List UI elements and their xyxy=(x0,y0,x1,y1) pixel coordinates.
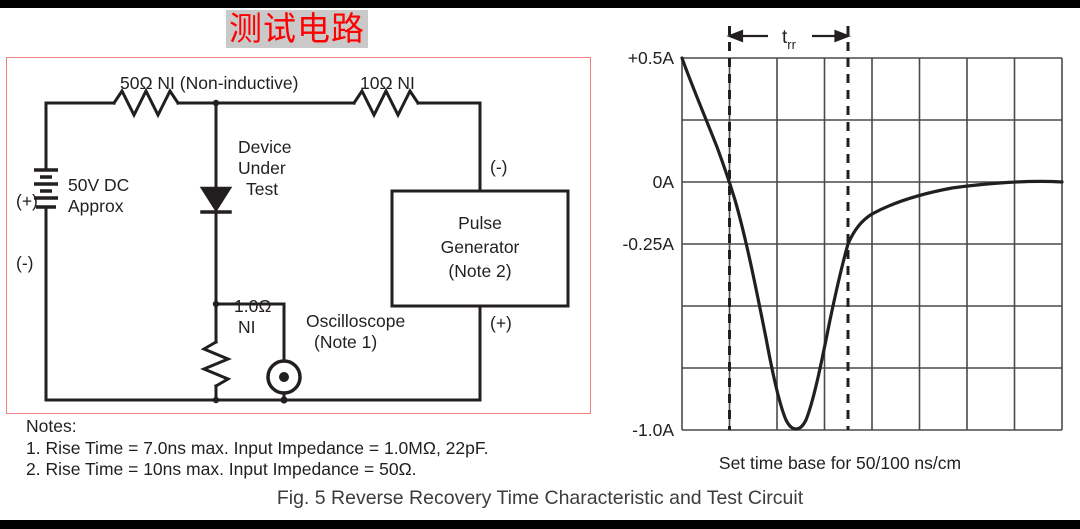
label-resistor-10: 10Ω NI xyxy=(360,73,415,93)
trr-label: trr xyxy=(782,27,797,52)
trr-label-subscript: rr xyxy=(787,37,796,52)
label-dut-line1: Device xyxy=(238,137,292,157)
notes-heading: Notes: xyxy=(26,416,77,436)
label-r1-line2: NI xyxy=(238,317,256,337)
figure-caption: Fig. 5 Reverse Recovery Time Characteris… xyxy=(276,487,804,509)
battery-symbol xyxy=(34,168,58,209)
waveform-caption: Set time base for 50/100 ns/cm xyxy=(718,453,962,473)
label-battery-plus: (+) xyxy=(16,191,38,211)
ytick-label-0: +0.5A xyxy=(628,48,675,68)
ytick-label-1: 0A xyxy=(653,172,675,192)
label-pulse-plus: (+) xyxy=(490,313,512,333)
label-dut-line3: Test xyxy=(246,179,278,199)
label-scope-line1: Oscilloscope xyxy=(306,311,405,331)
resistor-1ohm-symbol xyxy=(200,339,232,389)
page-title: 测试电路 xyxy=(226,9,368,49)
label-resistor-50: 50Ω NI (Non-inductive) xyxy=(120,73,298,93)
label-pulse-line1: Pulse xyxy=(458,213,502,233)
trr-marker-lines xyxy=(728,26,850,430)
resistor-50-symbol xyxy=(111,87,181,119)
notes-block: Notes: 1. Rise Time = 7.0ns max. Input I… xyxy=(26,416,566,481)
label-battery-minus: (-) xyxy=(16,253,33,273)
note-item-2: 2. Rise Time = 10ns max. Input Impedance… xyxy=(26,459,417,479)
trr-dimension-arrow xyxy=(726,29,852,43)
oscilloscope-connector-icon xyxy=(266,359,302,395)
label-battery-line2: Approx xyxy=(68,196,124,216)
label-dut-line2: Under xyxy=(238,158,286,178)
ytick-label-2: -0.25A xyxy=(622,234,674,254)
note-item-1: 1. Rise Time = 7.0ns max. Input Impedanc… xyxy=(26,437,489,458)
junction-dots xyxy=(212,99,288,404)
label-pulse-minus: (-) xyxy=(490,157,507,177)
trr-label-main: t xyxy=(782,27,788,48)
reverse-recovery-waveform-chart: trr +0.5A 0A -0.25A -1.0A xyxy=(622,26,1064,440)
diode-triangle xyxy=(199,186,233,213)
resistor-10-symbol xyxy=(351,87,421,119)
label-r1-line1: 1.0Ω xyxy=(234,296,271,316)
page-title-text: 测试电路 xyxy=(226,10,368,48)
diode-current-curve xyxy=(680,56,1064,431)
label-pulse-line2: Generator xyxy=(441,237,520,257)
circuit-panel-border xyxy=(6,57,591,414)
test-circuit-diagram: 50Ω NI (Non-inductive) 10Ω NI Device Und… xyxy=(16,73,570,404)
label-pulse-line3: (Note 2) xyxy=(448,261,511,281)
label-battery-line1: 50V DC xyxy=(68,175,129,195)
label-scope-line2: (Note 1) xyxy=(314,332,377,352)
ytick-label-3: -1.0A xyxy=(632,420,674,440)
chart-gridlines xyxy=(681,57,1063,431)
